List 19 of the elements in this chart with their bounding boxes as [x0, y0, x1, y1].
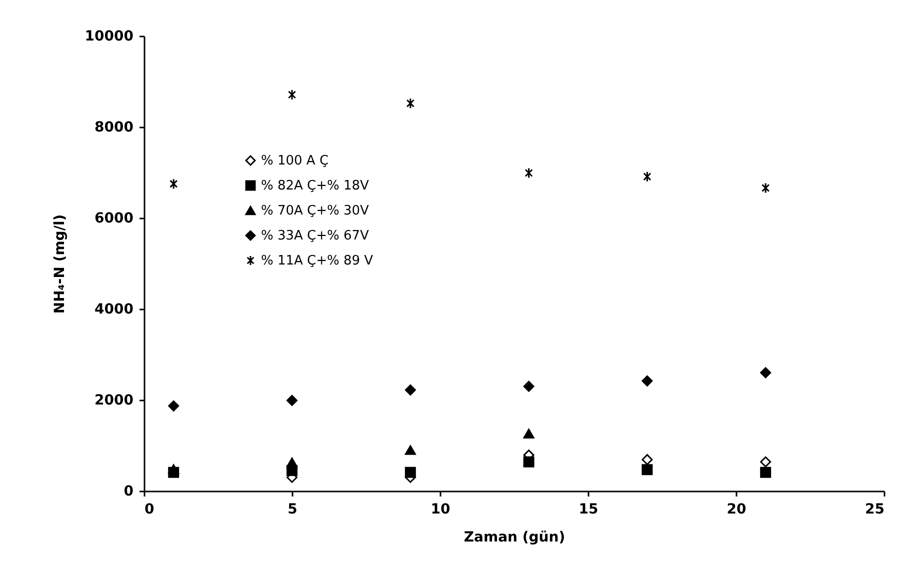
legend-label: % 100 A Ç — [261, 154, 329, 168]
y-tick-label: 10000 — [84, 28, 134, 44]
legend-label: % 82A Ç+% 18V — [261, 178, 370, 194]
y-tick-label: 6000 — [94, 210, 134, 226]
legend-label: % 70A Ç+% 30V — [261, 204, 370, 218]
x-tick-label: 10 — [430, 502, 450, 518]
x-tick-label: 20 — [726, 502, 746, 518]
x-tick-label: 15 — [578, 502, 598, 518]
x-tick-label: 25 — [865, 502, 884, 518]
legend-label: % 33A Ç+% 67V — [261, 228, 370, 244]
y-tick-label: 2000 — [94, 392, 134, 408]
x-tick-label: 5 — [288, 502, 298, 518]
y-tick-label: 0 — [124, 484, 134, 500]
legend-label: % 11A Ç+% 89 V — [261, 254, 374, 268]
y-tick-label: 8000 — [94, 120, 134, 136]
x-axis-title: Zaman (gün) — [464, 530, 566, 546]
y-axis-title: NH₄-N (mg/l) — [52, 214, 68, 314]
y-tick-label: 4000 — [94, 302, 134, 318]
x-tick-label: 0 — [144, 502, 154, 518]
